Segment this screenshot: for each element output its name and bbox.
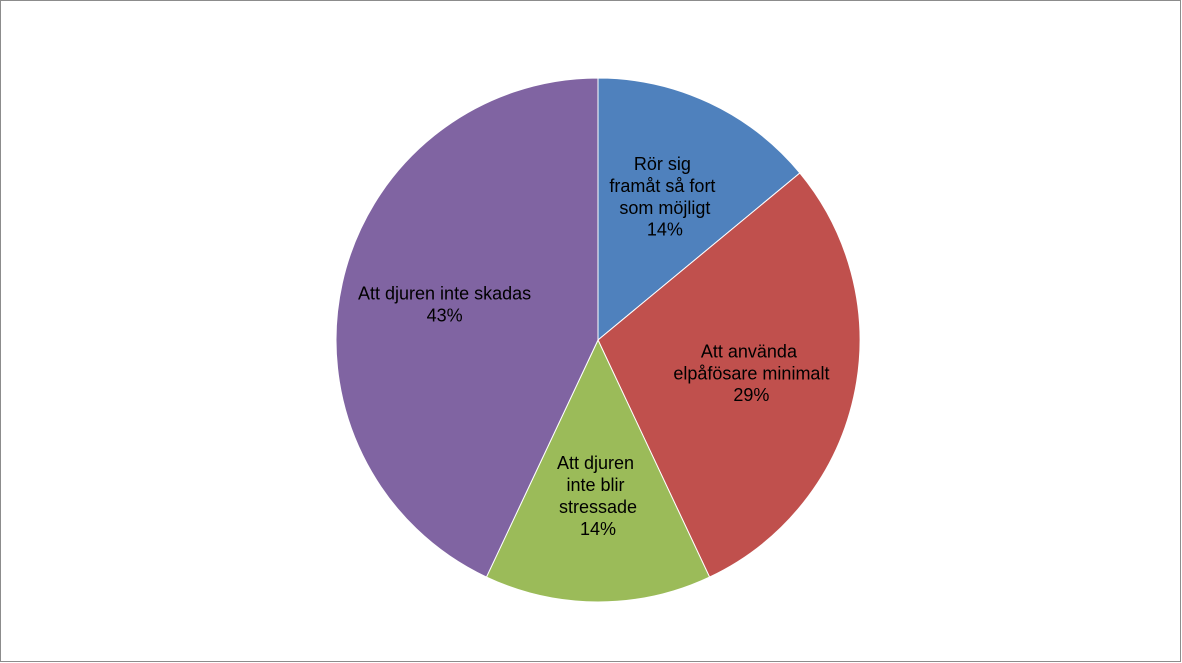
- pie-slice: [485, 338, 711, 603]
- slice-value-label: 14%: [580, 519, 616, 539]
- slice-label: Att använda elpåfösare minimalt: [673, 341, 829, 383]
- slice-label: Att djuren inte blir stressade: [557, 453, 639, 517]
- pie-slice: [597, 172, 861, 578]
- slice-value-label: 43%: [427, 305, 463, 325]
- pie-slice: [335, 77, 599, 578]
- pie-slice: [597, 77, 801, 342]
- slice-value-label: 29%: [733, 385, 769, 405]
- slice-value-label: 14%: [647, 220, 683, 240]
- slice-label: Rör sig framåt så fort som möjligt: [609, 154, 720, 218]
- slice-label: Att djuren inte skadas: [358, 283, 531, 303]
